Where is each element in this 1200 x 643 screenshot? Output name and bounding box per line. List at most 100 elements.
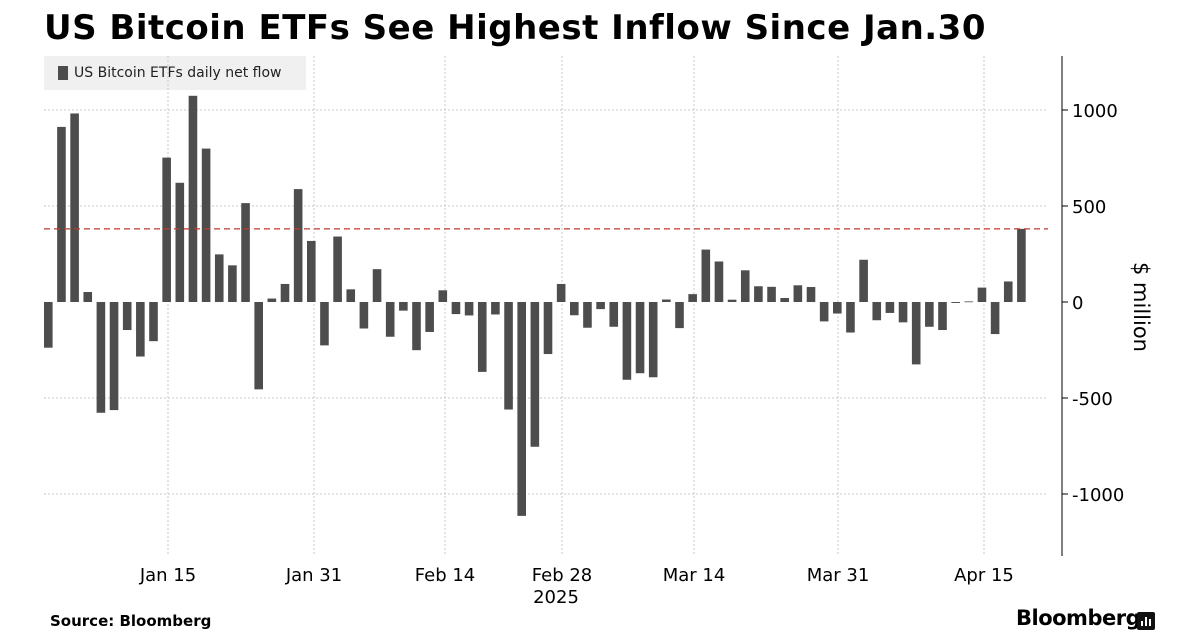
bar bbox=[451, 302, 461, 315]
bar bbox=[307, 240, 316, 302]
bar bbox=[96, 302, 106, 413]
bar bbox=[806, 287, 816, 302]
bar bbox=[859, 259, 868, 302]
bar bbox=[201, 148, 211, 302]
y-tick-label: 0 bbox=[1072, 293, 1083, 314]
bar bbox=[149, 302, 158, 342]
bar bbox=[688, 294, 697, 302]
bar bbox=[846, 302, 855, 333]
bar bbox=[556, 283, 566, 302]
bar bbox=[280, 283, 290, 302]
bar bbox=[530, 302, 540, 447]
bar bbox=[412, 302, 421, 351]
x-tick-label: Jan 31 bbox=[285, 565, 342, 586]
bar bbox=[622, 302, 632, 380]
source-note: Source: Bloomberg bbox=[50, 612, 212, 630]
bar bbox=[122, 302, 132, 331]
axes: 1000 500 0 -500 -1000 Jan 15 Jan 31 Feb 14 Feb 2… bbox=[44, 56, 1153, 608]
bar bbox=[714, 261, 724, 302]
bar bbox=[477, 302, 487, 372]
legend-swatch bbox=[58, 66, 68, 80]
bar bbox=[109, 302, 119, 411]
bar bbox=[372, 269, 382, 302]
bar bbox=[885, 302, 895, 313]
bar bbox=[701, 249, 711, 302]
y-tick-label: -1000 bbox=[1072, 485, 1124, 506]
bar bbox=[898, 302, 908, 323]
x-tick-label: Feb 28 bbox=[532, 565, 593, 586]
x-year-label: 2025 bbox=[533, 587, 579, 608]
bar bbox=[385, 302, 395, 337]
bar bbox=[727, 299, 737, 302]
bar bbox=[491, 302, 500, 315]
bar bbox=[925, 302, 934, 327]
bar bbox=[951, 302, 960, 303]
y-tick-label: 1000 bbox=[1072, 101, 1118, 122]
bar bbox=[228, 265, 237, 302]
bar bbox=[188, 95, 198, 302]
bar bbox=[517, 302, 526, 516]
bar bbox=[70, 113, 79, 303]
bar bbox=[320, 302, 329, 346]
bar bbox=[346, 289, 356, 302]
bar bbox=[175, 182, 185, 302]
bar bbox=[359, 302, 369, 329]
bar bbox=[793, 285, 803, 302]
bar bbox=[162, 157, 171, 302]
y-axis-title: $ million bbox=[1129, 262, 1153, 352]
bar bbox=[254, 302, 263, 390]
bar bbox=[740, 270, 750, 302]
y-tick-label: 500 bbox=[1072, 197, 1106, 218]
bar bbox=[911, 302, 921, 365]
bar bbox=[399, 302, 408, 311]
bloomberg-chart-icon bbox=[1137, 612, 1155, 630]
bar bbox=[833, 302, 842, 314]
bar bbox=[648, 302, 658, 378]
bar bbox=[333, 236, 342, 302]
x-tick-label: Jan 15 bbox=[139, 565, 196, 586]
bars bbox=[44, 95, 1026, 516]
bar bbox=[1003, 281, 1013, 302]
bar bbox=[438, 290, 448, 302]
bar bbox=[872, 302, 882, 321]
bar bbox=[609, 302, 619, 327]
bar bbox=[990, 302, 1000, 335]
bar bbox=[214, 254, 224, 302]
legend-label: US Bitcoin ETFs daily net flow bbox=[74, 65, 282, 81]
bar bbox=[977, 287, 987, 302]
bar bbox=[767, 286, 776, 302]
bar bbox=[819, 302, 829, 322]
bar bbox=[293, 189, 303, 302]
x-tick-label: Mar 31 bbox=[807, 565, 870, 586]
bar bbox=[662, 299, 671, 302]
bar bbox=[570, 302, 579, 316]
chart-title: US Bitcoin ETFs See Highest Inflow Since… bbox=[44, 8, 986, 48]
bar bbox=[938, 302, 947, 331]
bar bbox=[83, 292, 93, 302]
bar bbox=[635, 302, 645, 374]
bar bbox=[754, 286, 763, 302]
y-tick-label: -500 bbox=[1072, 389, 1113, 410]
legend: US Bitcoin ETFs daily net flow bbox=[44, 56, 306, 90]
bar bbox=[57, 126, 66, 303]
bar bbox=[780, 297, 789, 302]
bar bbox=[241, 203, 250, 302]
x-tick-label: Feb 14 bbox=[415, 565, 476, 586]
bar bbox=[136, 302, 145, 357]
bar bbox=[1017, 228, 1026, 302]
bar bbox=[583, 302, 592, 328]
x-tick-label: Mar 14 bbox=[663, 565, 726, 586]
bar bbox=[44, 302, 53, 348]
x-tick-label: Apr 15 bbox=[954, 565, 1014, 586]
bar bbox=[596, 302, 605, 310]
brand-logo: Bloomberg bbox=[1016, 606, 1141, 630]
bar bbox=[543, 302, 553, 355]
bar bbox=[675, 302, 684, 329]
bar bbox=[504, 302, 513, 410]
bar bbox=[267, 298, 277, 302]
gridlines bbox=[44, 56, 1048, 556]
bar bbox=[425, 302, 434, 332]
bar bbox=[964, 301, 974, 303]
bar bbox=[464, 302, 474, 316]
